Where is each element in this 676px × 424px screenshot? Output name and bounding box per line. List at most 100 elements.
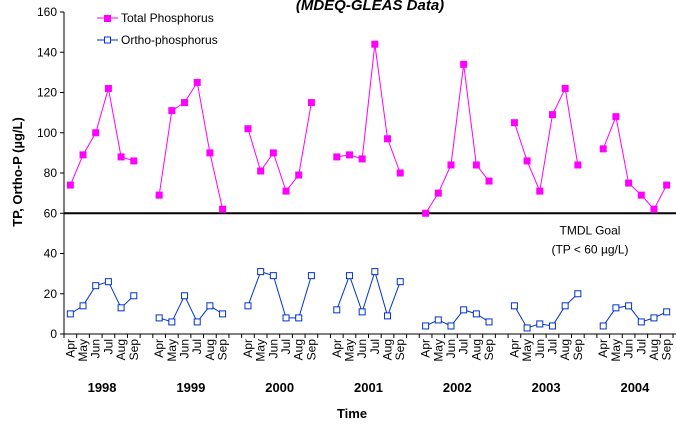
data-point-ortho-phosphorus — [206, 302, 214, 310]
data-point-ortho-phosphorus — [447, 322, 455, 330]
x-tick-label-year: 2002 — [443, 380, 472, 395]
data-point-total-phosphorus — [168, 107, 176, 115]
x-tick-label-month: Apr — [63, 339, 77, 358]
data-point-ortho-phosphorus — [104, 278, 112, 286]
y-tick-label: 140 — [37, 45, 57, 59]
data-point-total-phosphorus — [79, 151, 87, 159]
x-tick-label-month: Jul — [368, 339, 382, 354]
x-tick-label-month: Apr — [419, 339, 433, 358]
y-tick-label: 60 — [44, 206, 58, 220]
data-point-ortho-phosphorus — [117, 304, 125, 312]
data-point-total-phosphorus — [625, 179, 633, 187]
legend-marker-ortho-phosphorus — [104, 36, 111, 44]
x-tick-label-month: May — [165, 339, 179, 362]
chart-title: (MDEQ-GLEAS Data) — [296, 0, 444, 14]
x-tick-label-month: Aug — [558, 339, 572, 360]
x-tick-label-month: Jul — [545, 339, 559, 354]
x-tick-label-year: 2001 — [354, 380, 383, 395]
data-point-ortho-phosphorus — [181, 292, 189, 300]
y-tick-label: 20 — [44, 287, 58, 301]
x-tick-label-month: Jun — [533, 339, 547, 358]
x-tick-label-month: Jun — [178, 339, 192, 358]
data-point-ortho-phosphorus — [155, 314, 163, 322]
series-line-total-phosphorus — [602, 114, 668, 211]
data-point-total-phosphorus — [358, 155, 366, 163]
x-tick-label-month: Sep — [216, 339, 230, 361]
data-point-ortho-phosphorus — [269, 272, 277, 280]
data-point-total-phosphorus — [282, 187, 290, 195]
data-point-total-phosphorus — [396, 169, 404, 177]
x-tick-label-month: Aug — [647, 339, 661, 360]
data-point-ortho-phosphorus — [244, 302, 252, 310]
data-point-ortho-phosphorus — [599, 322, 607, 330]
data-point-ortho-phosphorus — [422, 322, 430, 330]
data-point-total-phosphorus — [447, 161, 455, 169]
data-point-total-phosphorus — [181, 99, 189, 107]
series-line-ortho-phosphorus — [247, 270, 312, 319]
x-tick-label-month: Apr — [152, 339, 166, 358]
x-tick-label-month: Sep — [571, 339, 585, 361]
x-tick-label-month: May — [342, 339, 356, 362]
y-tick-label: 40 — [44, 247, 58, 261]
data-point-total-phosphorus — [155, 191, 163, 199]
data-point-ortho-phosphorus — [574, 290, 582, 298]
data-point-ortho-phosphorus — [371, 268, 379, 276]
x-tick-label-month: Jun — [89, 339, 103, 358]
data-point-ortho-phosphorus — [384, 312, 392, 320]
data-point-total-phosphorus — [510, 119, 518, 127]
data-point-ortho-phosphorus — [637, 318, 645, 326]
y-tick-label: 100 — [37, 126, 57, 140]
data-point-ortho-phosphorus — [295, 314, 303, 322]
data-point-ortho-phosphorus — [650, 314, 658, 322]
x-tick-label-month: May — [254, 339, 268, 362]
y-tick-label: 160 — [37, 5, 57, 19]
legend-label-ortho-phosphorus: Ortho-phosphorus — [121, 33, 218, 47]
data-point-ortho-phosphorus — [460, 306, 468, 314]
data-point-ortho-phosphorus — [548, 322, 556, 330]
x-tick-label-month: Jul — [457, 339, 471, 354]
data-point-total-phosphorus — [219, 205, 227, 213]
data-point-total-phosphorus — [434, 189, 442, 197]
data-point-total-phosphorus — [130, 157, 138, 165]
x-tick-label-month: Sep — [127, 339, 141, 361]
data-point-total-phosphorus — [193, 78, 201, 86]
data-point-total-phosphorus — [574, 161, 582, 169]
x-tick-label-month: Sep — [482, 339, 496, 361]
data-point-ortho-phosphorus — [358, 308, 366, 316]
data-point-total-phosphorus — [307, 99, 315, 107]
x-tick-label-month: Aug — [381, 339, 395, 360]
x-tick-label-month: Sep — [304, 339, 318, 361]
data-point-total-phosphorus — [206, 149, 214, 157]
data-point-ortho-phosphorus — [345, 272, 353, 280]
x-tick-label-year: 2004 — [620, 380, 650, 395]
data-point-total-phosphorus — [92, 129, 100, 137]
series-line-total-phosphorus — [247, 102, 312, 193]
series-line-ortho-phosphorus — [336, 269, 401, 318]
data-point-total-phosphorus — [333, 153, 341, 161]
x-tick-label-month: Jun — [622, 339, 636, 358]
data-point-ortho-phosphorus — [66, 310, 74, 318]
legend: Total Phosphorus Ortho-phosphorus — [97, 11, 218, 47]
data-point-ortho-phosphorus — [79, 302, 87, 310]
data-point-total-phosphorus — [117, 153, 125, 161]
data-point-total-phosphorus — [612, 113, 620, 121]
x-tick-label-month: Jun — [444, 339, 458, 358]
x-tick-label-month: Jun — [266, 339, 280, 358]
x-tick-label-month: Apr — [330, 339, 344, 358]
x-tick-label-month: Sep — [393, 339, 407, 361]
x-tick-label-month: Aug — [114, 339, 128, 360]
data-point-total-phosphorus — [460, 60, 468, 68]
data-point-total-phosphorus — [650, 205, 658, 213]
data-point-ortho-phosphorus — [193, 318, 201, 326]
x-tick-label-month: May — [76, 339, 90, 362]
data-point-ortho-phosphorus — [396, 278, 404, 286]
data-point-total-phosphorus — [536, 187, 544, 195]
data-point-total-phosphorus — [472, 161, 480, 169]
y-tick-label: 120 — [37, 86, 57, 100]
x-tick-label-month: Jul — [634, 339, 648, 354]
x-tick-label-year: 1998 — [88, 380, 117, 395]
data-point-ortho-phosphorus — [130, 292, 138, 300]
data-point-ortho-phosphorus — [168, 318, 176, 326]
x-tick-label-month: Jul — [279, 339, 293, 354]
data-point-total-phosphorus — [269, 149, 277, 157]
